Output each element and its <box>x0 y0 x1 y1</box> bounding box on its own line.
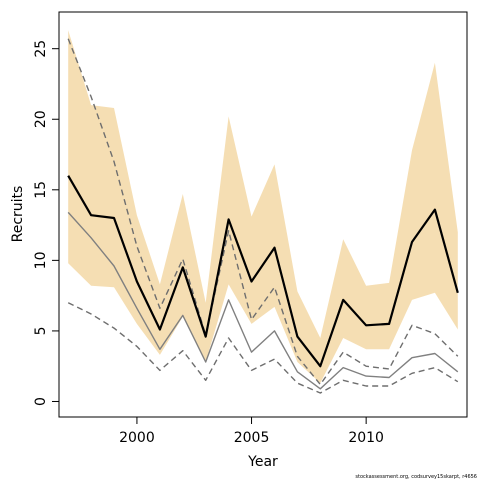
confidence-band <box>68 30 458 384</box>
series-line-median <box>67 211 459 390</box>
y-axis-title: Recruits <box>10 186 26 243</box>
series-line-upper <box>67 38 459 386</box>
y-tick-label: 0 <box>33 397 49 406</box>
y-tick-label: 20 <box>33 110 49 128</box>
credit-text: stockassessment.org, codsurvey15skarpt, … <box>355 474 477 480</box>
plot-frame <box>58 11 468 418</box>
x-axis: 2000 2005 2010 <box>119 417 384 446</box>
y-axis: 0 5 10 15 20 25 <box>33 40 59 406</box>
confidence-band-layer <box>68 30 458 384</box>
x-axis-title: Year <box>247 454 278 470</box>
x-tick-label: 2005 <box>234 430 270 446</box>
y-tick-label: 5 <box>33 326 49 335</box>
x-tick-label: 2010 <box>348 430 384 446</box>
y-tick-label: 10 <box>33 251 49 269</box>
y-tick-label: 25 <box>33 40 49 58</box>
y-tick-label: 15 <box>33 181 49 199</box>
x-tick-label: 2000 <box>119 430 155 446</box>
series-layer <box>67 38 459 394</box>
series-line-estimate <box>67 175 459 368</box>
series-line-lower <box>67 302 459 394</box>
